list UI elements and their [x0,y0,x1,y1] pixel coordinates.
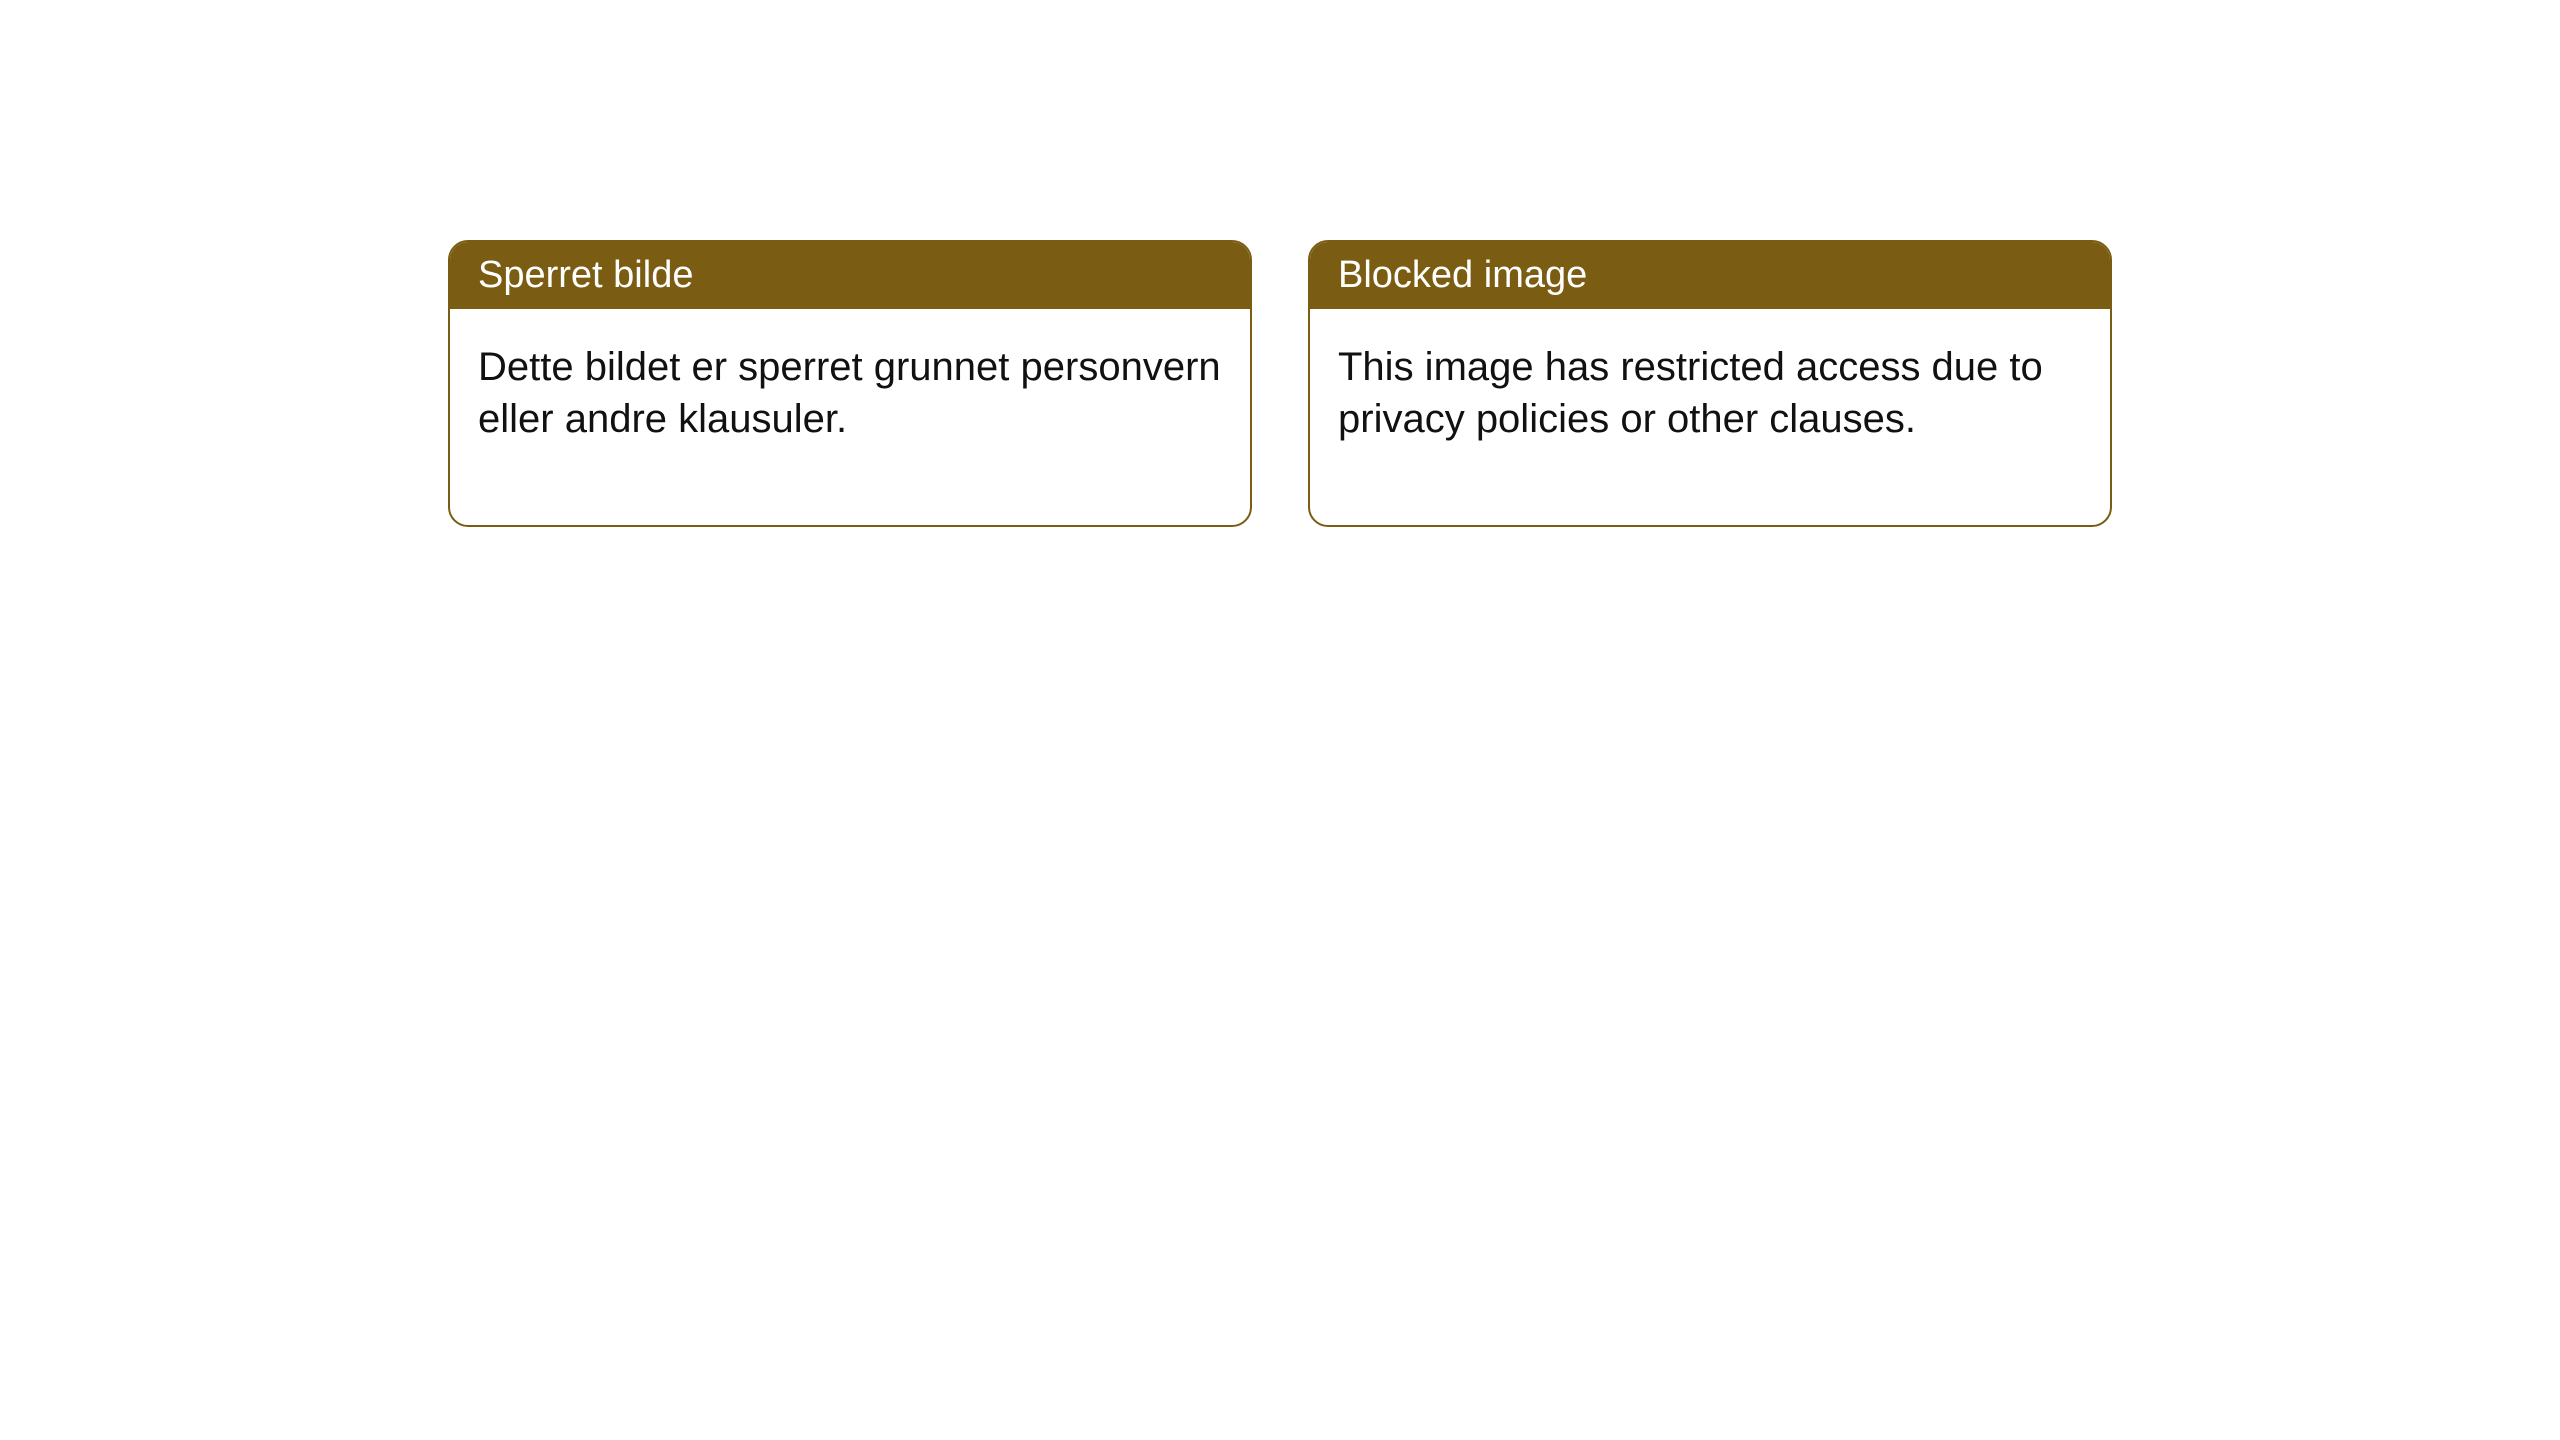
notice-card-norwegian: Sperret bilde Dette bildet er sperret gr… [448,240,1252,527]
notice-body: This image has restricted access due to … [1310,309,2110,525]
notice-container: Sperret bilde Dette bildet er sperret gr… [0,0,2560,527]
notice-body-text: Dette bildet er sperret grunnet personve… [478,345,1221,441]
notice-card-english: Blocked image This image has restricted … [1308,240,2112,527]
notice-title: Blocked image [1338,254,1587,296]
notice-body: Dette bildet er sperret grunnet personve… [450,309,1250,525]
notice-header: Sperret bilde [450,242,1250,309]
notice-title: Sperret bilde [478,254,693,296]
notice-body-text: This image has restricted access due to … [1338,345,2043,441]
notice-header: Blocked image [1310,242,2110,309]
